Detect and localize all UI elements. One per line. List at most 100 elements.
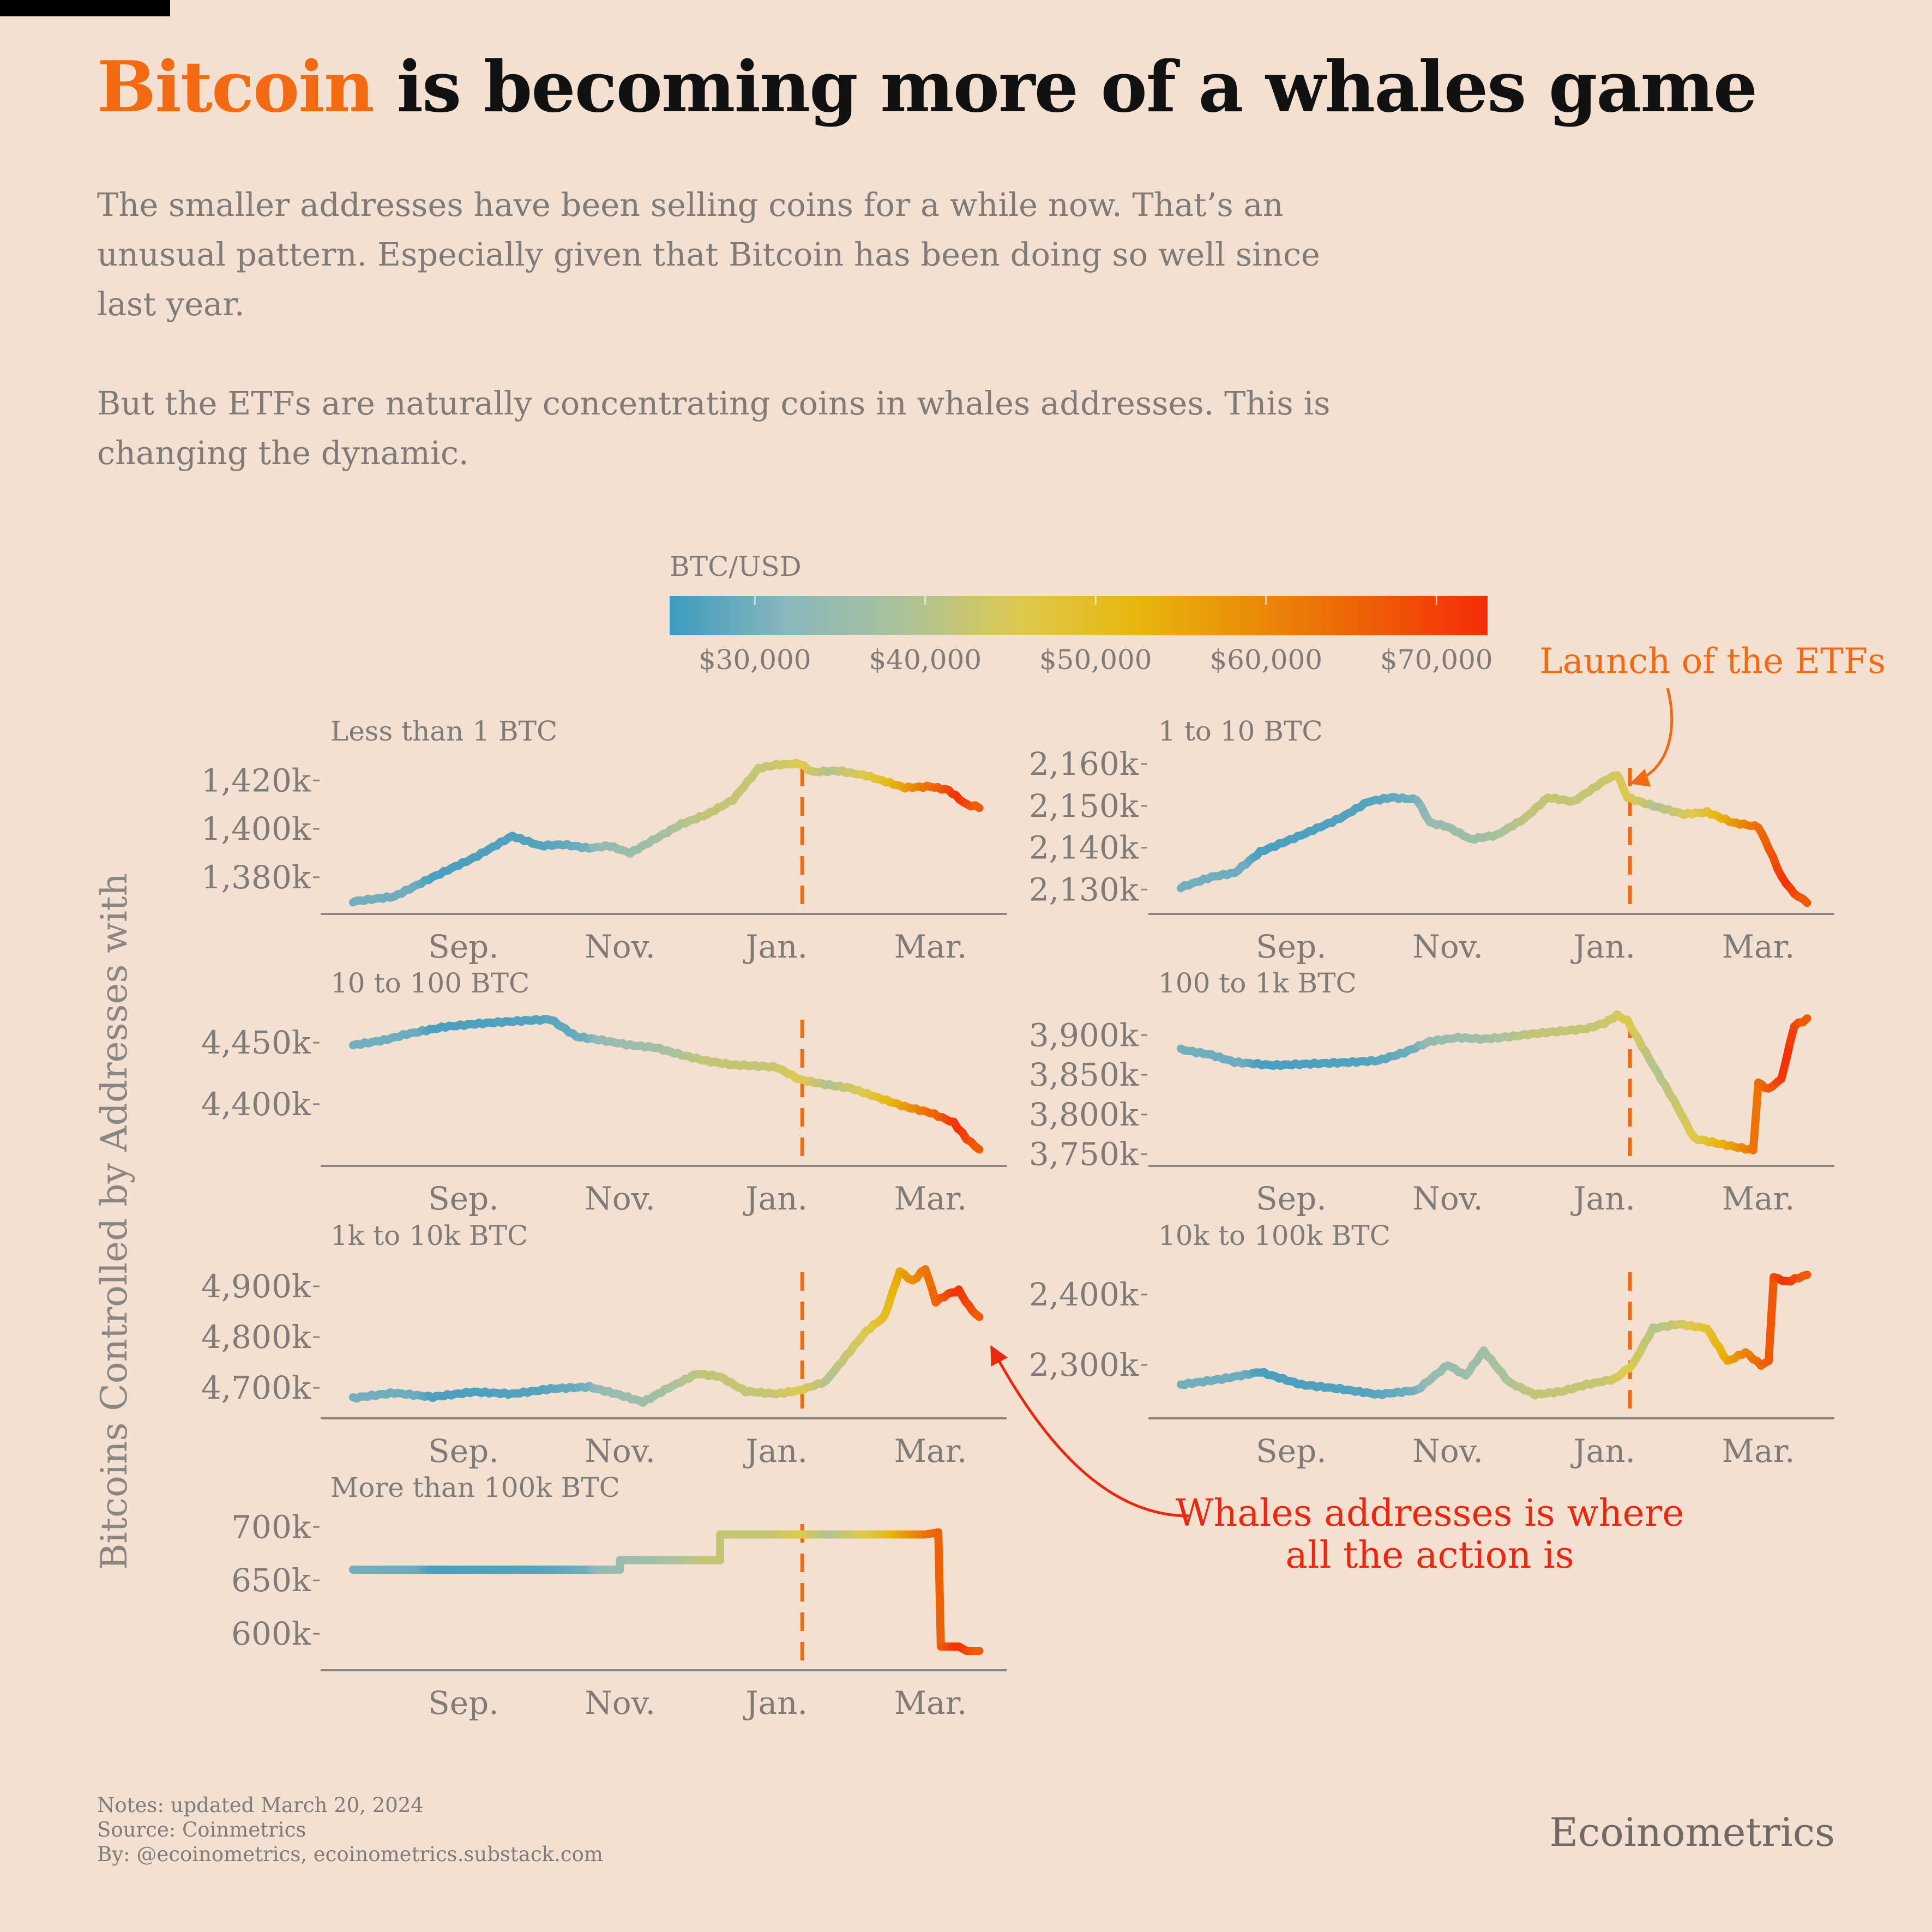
- title-highlight: Bitcoin: [97, 46, 375, 128]
- x-tick-label: Mar.: [1722, 1433, 1795, 1470]
- whales-arrow: [990, 1345, 1189, 1518]
- x-tick-label: Mar.: [894, 1433, 967, 1470]
- panel-title: 100 to 1k BTC: [1158, 967, 1357, 999]
- title-rest: is becoming more of a whales game: [373, 46, 1758, 128]
- y-tick-label: 1,420k: [201, 762, 311, 799]
- legend-tick-label: $50,000: [1039, 644, 1152, 676]
- y-tick-label: 2,150k: [1029, 787, 1139, 824]
- y-tick-label: 4,700k: [201, 1369, 311, 1406]
- x-tick-label: Sep.: [1256, 1433, 1327, 1470]
- legend-tick-label: $30,000: [699, 644, 811, 676]
- panel-title: 1k to 10k BTC: [330, 1220, 528, 1251]
- y-tick-label: 4,900k: [201, 1268, 311, 1305]
- etf-launch-arrow: [1629, 688, 1674, 787]
- x-tick-label: Mar.: [1722, 1180, 1795, 1217]
- brand-logo-text: Ecoinometrics: [1549, 1809, 1835, 1855]
- x-tick-label: Sep.: [428, 1180, 499, 1217]
- x-tick-label: Mar.: [1722, 928, 1795, 965]
- y-tick-label: 3,750k: [1029, 1136, 1139, 1173]
- y-tick-label: 4,800k: [201, 1319, 311, 1356]
- x-tick-label: Sep.: [428, 1684, 499, 1722]
- panel: 1 to 10 BTC 2,130k 2,140k 2,150k 2,160k Sep. N…: [1029, 715, 1834, 965]
- x-tick-label: Jan.: [743, 1433, 808, 1470]
- y-tick-label: 2,130k: [1029, 871, 1139, 908]
- x-tick-label: Nov.: [1412, 1433, 1483, 1470]
- x-tick-label: Jan.: [1570, 1180, 1635, 1217]
- x-tick-label: Nov.: [585, 1684, 655, 1722]
- whales-annotation-line-1: Whales addresses is where: [1176, 1492, 1684, 1535]
- y-tick-label: 2,160k: [1029, 745, 1139, 783]
- data-series: [348, 1015, 984, 1154]
- y-tick-label: 3,900k: [1029, 1016, 1139, 1054]
- x-tick-label: Nov.: [585, 1433, 655, 1470]
- panel-title: 1 to 10 BTC: [1158, 715, 1323, 747]
- x-tick-label: Nov.: [585, 928, 655, 965]
- y-tick-label: 3,800k: [1029, 1096, 1139, 1133]
- y-tick-label: 700k: [231, 1508, 311, 1545]
- x-tick-label: Mar.: [894, 1684, 967, 1722]
- notes-source: Source: Coinmetrics: [97, 1818, 306, 1841]
- footer-notes: Notes: updated March 20, 2024 Source: Co…: [97, 1793, 603, 1867]
- x-tick-label: Nov.: [1412, 1180, 1483, 1217]
- x-tick-label: Jan.: [743, 928, 808, 965]
- subtitle-paragraph-1: The smaller addresses have been selling …: [97, 186, 1320, 323]
- y-tick-label: 1,380k: [201, 859, 311, 896]
- notes-updated: Notes: updated March 20, 2024: [97, 1793, 424, 1817]
- panel-title: Less than 1 BTC: [330, 715, 557, 747]
- x-tick-label: Sep.: [428, 928, 499, 965]
- etf-launch-annotation: Launch of the ETFs: [1539, 641, 1886, 682]
- page-title: Bitcoin is becoming more of a whales gam…: [97, 46, 1758, 130]
- notes-by: By: @ecoinometrics, ecoinometrics.substa…: [97, 1843, 603, 1866]
- series-segment: [934, 1528, 945, 1651]
- x-tick-label: Jan.: [743, 1684, 808, 1722]
- panel-title: 10k to 100k BTC: [1158, 1220, 1391, 1251]
- x-tick-label: Sep.: [428, 1433, 499, 1470]
- legend-tick-label: $70,000: [1380, 644, 1493, 676]
- panel-title: More than 100k BTC: [330, 1472, 620, 1503]
- data-series: [1176, 771, 1811, 907]
- series-segment: [1764, 1273, 1778, 1365]
- x-tick-label: Sep.: [1256, 1180, 1327, 1217]
- series-segment: [972, 1310, 984, 1321]
- panel-title: 10 to 100 BTC: [330, 967, 529, 999]
- y-tick-label: 4,450k: [201, 1024, 311, 1061]
- legend-tick-label: $40,000: [869, 644, 982, 676]
- top-accent-bar: [0, 0, 170, 16]
- data-series: [348, 759, 984, 907]
- series-segment: [971, 1142, 984, 1154]
- x-tick-label: Sep.: [1256, 928, 1327, 965]
- x-tick-label: Mar.: [894, 1180, 967, 1217]
- series-segment: [1749, 1078, 1763, 1154]
- series-segment: [1798, 894, 1811, 907]
- x-tick-label: Jan.: [1570, 1433, 1635, 1470]
- y-tick-label: 1,400k: [201, 810, 311, 847]
- y-tick-label: 650k: [231, 1562, 311, 1599]
- legend-ticks: $30,000 $40,000 $50,000 $60,000 $70,000: [699, 596, 1493, 676]
- series-segment: [1799, 1271, 1811, 1280]
- panel: More than 100k BTC 600k 650k 700k Sep. Nov. Ja…: [231, 1472, 1007, 1722]
- y-axis-label: Bitcoins Controlled by Addresses with: [93, 873, 135, 1570]
- x-tick-label: Mar.: [894, 928, 967, 965]
- data-series: [348, 1265, 984, 1407]
- y-tick-label: 2,400k: [1029, 1276, 1139, 1313]
- legend-colorbar: [670, 596, 1488, 635]
- series-segment: [971, 801, 984, 812]
- x-tick-label: Jan.: [1570, 928, 1635, 965]
- data-series: [1176, 1010, 1811, 1154]
- x-tick-label: Nov.: [1412, 928, 1483, 965]
- data-series: [348, 1528, 984, 1655]
- x-tick-label: Jan.: [743, 1180, 808, 1217]
- y-tick-label: 2,140k: [1029, 829, 1139, 866]
- subtitle: The smaller addresses have been selling …: [97, 180, 1351, 478]
- panel: 1k to 10k BTC 4,700k 4,800k 4,900k Sep. Nov. J…: [201, 1220, 1007, 1470]
- small-multiples: Less than 1 BTC 1,380k 1,400k 1,420k Sep. Nov…: [201, 715, 1834, 1722]
- subtitle-paragraph-2: But the ETFs are naturally concentrating…: [97, 384, 1331, 472]
- y-tick-label: 600k: [231, 1615, 311, 1652]
- y-tick-label: 4,400k: [201, 1086, 311, 1123]
- legend-title: BTC/USD: [670, 551, 802, 582]
- legend-tick-label: $60,000: [1209, 644, 1322, 676]
- y-tick-label: 3,850k: [1029, 1056, 1139, 1093]
- whales-annotation-line-2: all the action is: [1285, 1534, 1574, 1577]
